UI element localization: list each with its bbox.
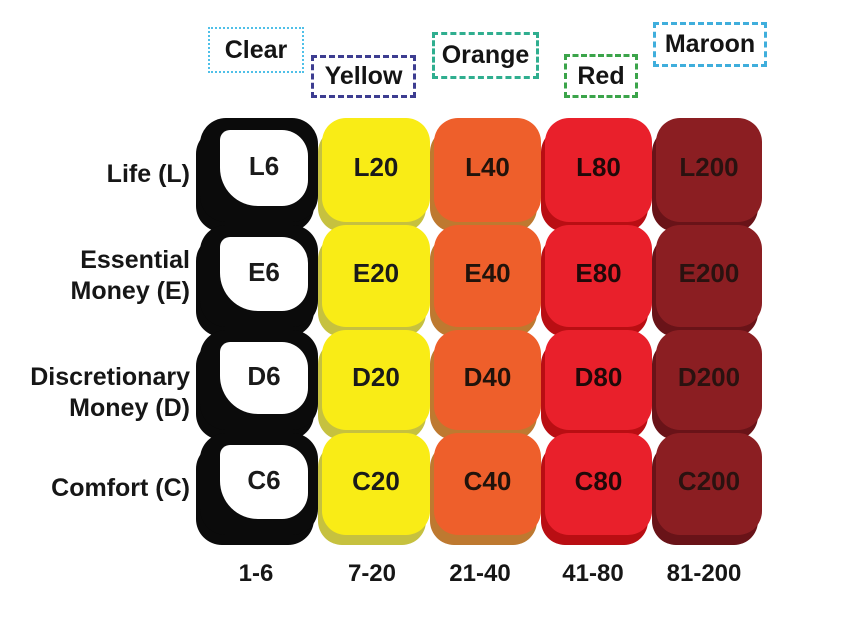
- grid-tile: E40: [434, 225, 541, 327]
- grid-tile: L20: [322, 118, 430, 222]
- column-header-yellow: Yellow: [311, 55, 416, 98]
- grid-tile: E20: [322, 225, 430, 327]
- column-header-clear: Clear: [208, 27, 304, 73]
- range-label-maroon: 81-200: [666, 560, 742, 587]
- range-label-clear: 1-6: [238, 560, 274, 587]
- grid-tile: L6: [200, 118, 318, 222]
- range-label-red: 41-80: [562, 560, 624, 587]
- column-header-red: Red: [564, 54, 638, 98]
- grid-tile: E80: [545, 225, 652, 327]
- row-label-essential-money: Essential Money (E): [70, 246, 190, 305]
- row-label-comfort: Comfort (C): [51, 474, 190, 502]
- grid-tile: E200: [656, 225, 762, 327]
- column-header-orange: Orange: [432, 32, 539, 79]
- range-label-yellow: 7-20: [347, 560, 397, 587]
- grid-tile: C80: [545, 433, 652, 535]
- grid-tile: D200: [656, 330, 762, 430]
- grid-tile: C20: [322, 433, 430, 535]
- grid-tile: D20: [322, 330, 430, 430]
- row-label-life: Life (L): [106, 160, 190, 188]
- grid-tile-label: D6: [220, 342, 308, 414]
- column-header-maroon: Maroon: [653, 22, 767, 67]
- grid-tile: C200: [656, 433, 762, 535]
- grid-tile: D6: [200, 330, 318, 430]
- grid-tile: D80: [545, 330, 652, 430]
- grid-tile: L40: [434, 118, 541, 222]
- grid-tile-label: C6: [220, 445, 308, 519]
- tile-grid: L6 L20 L40 L80 L200 E6 E20 E40 E80 E200 …: [200, 118, 762, 535]
- row-label-discretionary-money: Discretionary Money (D): [30, 363, 190, 422]
- grid-tile-label: L6: [220, 130, 308, 206]
- grid-tile: D40: [434, 330, 541, 430]
- grid-tile: C40: [434, 433, 541, 535]
- range-label-orange: 21-40: [449, 560, 511, 587]
- grid-tile: L80: [545, 118, 652, 222]
- grid-tile-label: E6: [220, 237, 308, 311]
- grid-tile: E6: [200, 225, 318, 327]
- grid-tile: C6: [200, 433, 318, 535]
- grid-tile: L200: [656, 118, 762, 222]
